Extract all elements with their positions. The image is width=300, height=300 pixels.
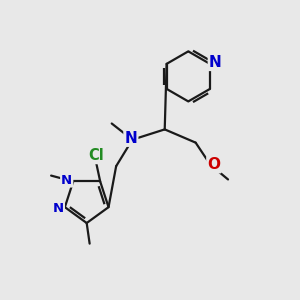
Text: O: O (207, 157, 220, 172)
Text: N: N (53, 202, 64, 215)
Text: Cl: Cl (88, 148, 104, 163)
Text: N: N (209, 55, 222, 70)
Text: N: N (61, 173, 72, 187)
Text: N: N (124, 131, 137, 146)
